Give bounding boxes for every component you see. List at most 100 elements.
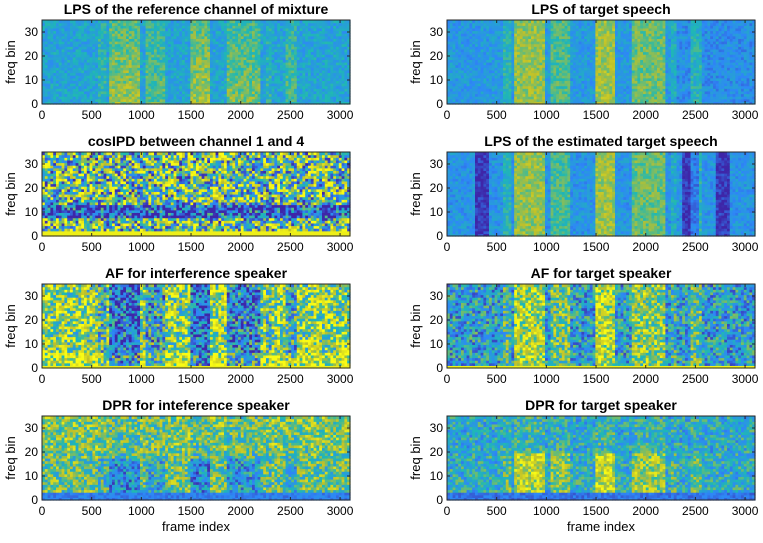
heatmap-cell xyxy=(193,30,197,34)
heatmap-cell xyxy=(98,30,102,34)
heatmap-cell xyxy=(288,96,292,100)
heatmap-cell xyxy=(252,77,256,81)
heatmap-cell xyxy=(319,33,323,37)
heatmap-cell xyxy=(268,48,273,53)
heatmap-cell xyxy=(92,30,96,34)
heatmap-cell xyxy=(294,48,298,53)
heatmap-cell xyxy=(246,64,250,68)
heatmap-cell xyxy=(67,22,71,26)
heatmap-cell xyxy=(128,85,133,89)
heatmap-cell xyxy=(154,46,158,50)
heatmap-cell xyxy=(100,41,105,45)
heatmap-cell xyxy=(148,62,152,66)
heatmap-cell xyxy=(98,27,102,32)
heatmap-cell xyxy=(128,72,133,76)
heatmap-cell xyxy=(100,25,105,29)
heatmap-cell xyxy=(103,30,107,34)
heatmap-cell xyxy=(190,72,194,76)
heatmap-cell xyxy=(238,59,242,63)
heatmap-cell xyxy=(131,80,135,84)
heatmap-cell xyxy=(271,43,275,47)
heatmap-cell xyxy=(319,56,323,60)
heatmap-cell xyxy=(291,72,295,76)
heatmap-cell xyxy=(252,27,256,32)
heatmap-cell xyxy=(327,62,331,66)
heatmap-cell xyxy=(280,20,284,24)
heatmap-cell xyxy=(229,35,233,39)
heatmap-cell xyxy=(53,41,57,45)
heatmap-cell xyxy=(285,25,289,29)
heatmap-cell xyxy=(112,46,116,50)
heatmap-cell xyxy=(226,96,231,100)
heatmap-cell xyxy=(137,96,141,100)
heatmap-cell xyxy=(137,90,141,95)
heatmap-cell xyxy=(67,77,71,81)
heatmap-cell xyxy=(47,38,51,42)
heatmap-cell xyxy=(128,59,133,63)
heatmap-cell xyxy=(305,75,309,79)
heatmap-cell xyxy=(288,54,292,58)
heatmap-cell xyxy=(299,56,303,60)
heatmap-cell xyxy=(58,72,63,76)
heatmap-cell xyxy=(70,90,74,95)
heatmap-cell xyxy=(47,98,51,102)
heatmap-cell xyxy=(288,38,292,42)
heatmap-cell xyxy=(103,88,107,92)
heatmap-cell xyxy=(117,93,121,97)
heatmap-cell xyxy=(47,54,51,58)
heatmap-cell xyxy=(207,35,211,39)
heatmap-cell xyxy=(229,43,233,47)
heatmap-cell xyxy=(84,64,88,68)
heatmap-cell xyxy=(263,48,267,53)
heatmap-cell xyxy=(193,64,197,68)
heatmap-cell xyxy=(120,98,124,102)
heatmap-cell xyxy=(291,59,295,63)
heatmap-cell xyxy=(324,41,329,45)
heatmap-cell xyxy=(238,56,242,60)
heatmap-cell xyxy=(280,77,284,81)
heatmap-cell xyxy=(100,30,105,34)
heatmap-cell xyxy=(184,30,189,34)
heatmap-cell xyxy=(112,38,116,42)
heatmap-cell xyxy=(176,64,180,68)
heatmap-cell xyxy=(173,56,177,60)
heatmap-cell xyxy=(246,77,250,81)
heatmap-cell xyxy=(123,93,127,97)
heatmap-cell xyxy=(271,96,275,100)
heatmap-cell xyxy=(100,88,105,92)
heatmap-cell xyxy=(98,83,102,87)
heatmap-cell xyxy=(271,20,275,24)
heatmap-cell xyxy=(310,30,315,34)
heatmap-cell xyxy=(156,27,161,32)
heatmap-cell xyxy=(182,35,186,39)
heatmap-cell xyxy=(106,22,110,26)
heatmap-cell xyxy=(294,98,298,102)
heatmap-cell xyxy=(64,56,68,60)
heatmap-cell xyxy=(221,30,225,34)
heatmap-cell xyxy=(92,101,96,105)
heatmap-cell xyxy=(159,46,163,50)
heatmap-cell xyxy=(229,80,233,84)
heatmap-cell xyxy=(50,38,54,42)
heatmap-cell xyxy=(238,43,242,47)
heatmap-cell xyxy=(305,67,309,71)
heatmap-cell xyxy=(263,38,267,42)
heatmap-cell xyxy=(229,54,233,58)
heatmap-cell xyxy=(109,35,113,39)
heatmap-cell xyxy=(322,43,326,47)
heatmap-cell xyxy=(165,80,169,84)
heatmap-cell xyxy=(56,101,60,105)
heatmap-cell xyxy=(179,69,183,74)
heatmap-cell xyxy=(243,96,247,100)
heatmap-cell xyxy=(238,85,242,89)
heatmap-cell xyxy=(148,43,152,47)
heatmap-cell xyxy=(67,38,71,42)
heatmap-cell xyxy=(70,25,74,29)
heatmap-cell xyxy=(70,77,74,81)
heatmap-cell xyxy=(64,41,68,45)
heatmap-cell xyxy=(126,67,130,71)
heatmap-cell xyxy=(170,62,175,66)
heatmap-cell xyxy=(218,83,222,87)
heatmap-cell xyxy=(218,96,222,100)
heatmap-cell xyxy=(173,20,177,24)
